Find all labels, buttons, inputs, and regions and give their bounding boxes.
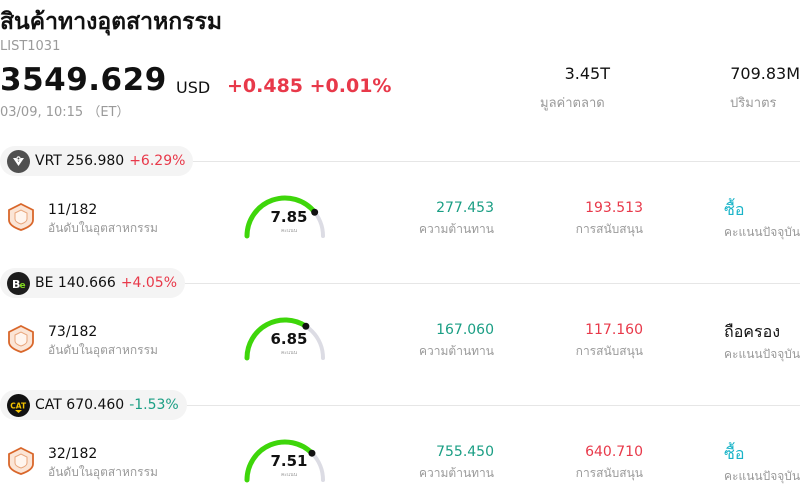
support-value: 117.160 [585,322,643,338]
score-label: คะแนน [280,228,298,234]
resistance-label: ความต้านทาน [419,344,494,358]
rank-shield-icon [8,446,34,475]
resistance-value: 167.060 [436,322,494,338]
score-value: 7.85 [270,208,308,226]
industry-rank: 11/182 [48,202,98,218]
support-value: 193.513 [585,200,643,216]
price-change: +0.485 +0.01% [227,75,392,97]
gauge-fill [244,439,315,483]
vrt-logo-icon [7,149,30,173]
industry-rank-label: อันดับในอุตสาหกรรม [48,343,158,357]
stock-price: 670.460 [66,397,125,413]
score-value: 6.85 [270,330,308,348]
score-gauge [240,192,330,242]
svg-text:B: B [12,278,20,291]
stock-change: +4.05% [120,275,178,291]
rating-value: ถือครอง [724,322,781,341]
row-divider [193,161,800,162]
gauge-fill [244,195,318,239]
gauge-fill [244,317,309,361]
support-label: การสนับสนุน [575,344,643,358]
volume-label: ปริมาตร [730,96,777,111]
market-cap-value: 3.45T [564,64,610,83]
support-value: 640.710 [585,444,643,460]
index-price: 3549.629 [0,62,167,98]
gauge-knob [302,322,310,330]
stock-change: +6.29% [129,153,186,169]
rating-value: ซื้อ [724,200,745,219]
stock-chip[interactable]: VRT 256.980 +6.29% [0,146,194,176]
row-divider [185,283,800,284]
industry-rank-label: อันดับในอุตสาหกรรม [48,465,158,479]
currency: USD [176,78,211,97]
rank-shield-icon [8,324,34,353]
page-title: สินค้าทางอุตสาหกรรม [0,9,223,35]
resistance-label: ความต้านทาน [419,222,494,236]
gauge-knob [311,208,319,216]
stock-ticker: BE [35,275,54,291]
industry-rank: 32/182 [48,446,98,462]
volume-value: 709.83M [730,64,800,83]
score-gauge [240,436,330,486]
stock-chip[interactable]: CAT CAT 670.460 -1.53% [0,390,187,420]
industry-rank: 73/182 [48,324,98,340]
stock-price: 256.980 [66,153,125,169]
score-label: คะแนน [280,472,298,478]
row-divider [187,405,800,406]
stock-change: -1.53% [129,397,179,413]
score-label: คะแนน [280,350,298,356]
score-gauge [240,314,330,364]
resistance-value: 277.453 [436,200,494,216]
support-label: การสนับสนุน [575,222,643,236]
svg-text:CAT: CAT [10,401,27,410]
rating-label: คะแนนปัจจุบัน [724,469,800,483]
industry-rank-label: อันดับในอุตสาหกรรม [48,221,158,235]
svg-text:e: e [20,281,26,291]
resistance-value: 755.450 [436,444,494,460]
timestamp: 03/09, 10:15 （ET） [0,105,130,120]
stock-ticker: CAT [35,397,62,413]
cat-logo-icon: CAT [7,393,30,417]
market-cap-label: มูลค่าตลาด [540,96,605,111]
rating-label: คะแนนปัจจุบัน [724,347,800,361]
rank-shield-icon [8,202,34,231]
list-code: LIST1031 [0,39,61,54]
stock-ticker: VRT [35,153,62,169]
gauge-knob [308,449,316,457]
score-value: 7.51 [270,452,308,470]
stock-price: 140.666 [57,275,116,291]
support-label: การสนับสนุน [575,466,643,480]
rating-value: ซื้อ [724,444,745,463]
rating-label: คะแนนปัจจุบัน [724,225,800,239]
resistance-label: ความต้านทาน [419,466,494,480]
